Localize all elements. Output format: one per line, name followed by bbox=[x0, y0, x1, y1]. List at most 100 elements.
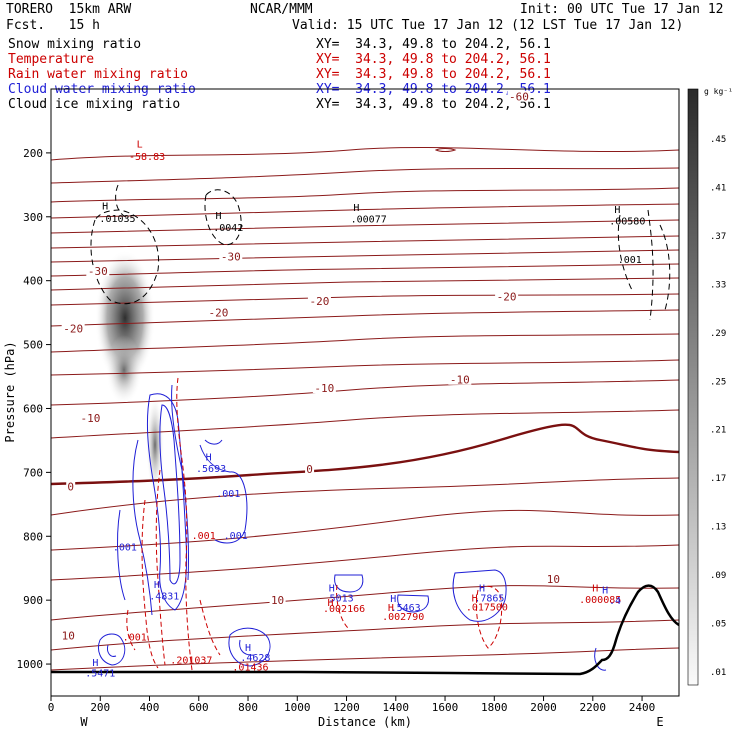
colorbar-label: .29 bbox=[710, 329, 726, 339]
field-annotation: H bbox=[329, 583, 335, 594]
isotherm-label-bg bbox=[66, 480, 76, 492]
x-tick-label-1000: 1000 bbox=[284, 701, 311, 714]
forecast-hour: Fcst. 15 h bbox=[6, 18, 100, 33]
field-annotation: .001 bbox=[216, 489, 240, 500]
field-annotation: H bbox=[206, 452, 212, 463]
x-tick-label-600: 600 bbox=[189, 701, 209, 714]
colorbar-label: .45 bbox=[710, 135, 726, 145]
y-tick-label-300: 300 bbox=[23, 211, 43, 224]
model-name: TORERO 15km ARW bbox=[6, 2, 132, 17]
isotherm-lines bbox=[51, 146, 679, 671]
field-annotation: .4628 bbox=[240, 653, 270, 664]
field-annotation: .00580 bbox=[609, 217, 645, 228]
y-axis-ticks: 200 300 400 500 600 700 800 900 1000 bbox=[17, 147, 51, 671]
x-tick-label-2000: 2000 bbox=[530, 701, 557, 714]
isotherm-label-bg bbox=[495, 290, 519, 302]
colorbar-label: .37 bbox=[710, 232, 726, 242]
x-tick-label-2200: 2200 bbox=[580, 701, 607, 714]
isotherm-label-bg bbox=[507, 90, 531, 102]
cloud-ice-contours bbox=[90, 184, 671, 321]
field-annotation: H bbox=[602, 585, 608, 596]
colorbar-label: .41 bbox=[710, 183, 726, 193]
isotherm-label: -20 bbox=[63, 323, 83, 336]
field-annotation: .000085 bbox=[579, 595, 621, 606]
isotherm-label: 10 bbox=[62, 629, 75, 642]
field-annotation: H bbox=[592, 583, 598, 594]
field-annotations: L-58.83H.01035 H.0042H.00077H.00580.001H.… bbox=[85, 139, 645, 679]
freezing-isotherm bbox=[51, 423, 679, 486]
terrain-line bbox=[51, 584, 679, 676]
isotherm-label: -10 bbox=[314, 382, 334, 395]
isotherm-label-bg bbox=[86, 265, 110, 277]
field-annotation: H bbox=[614, 205, 620, 216]
field-annotation: .5471 bbox=[85, 668, 115, 679]
field-annotation: .7865 bbox=[474, 594, 504, 605]
field-annotation: .001 bbox=[123, 633, 147, 644]
init-time: Init: 00 UTC Tue 17 Jan 12 bbox=[520, 2, 724, 17]
x-tick-label-200: 200 bbox=[90, 701, 110, 714]
isotherm-label-bg bbox=[545, 573, 562, 585]
isotherm-labels: -60 -30 -30 -20 -20 -20 -20 -10 -10 -10 0 0 10 10 10 bbox=[60, 90, 562, 642]
x-tick-label-1400: 1400 bbox=[383, 701, 410, 714]
field-annotation: H bbox=[245, 643, 251, 654]
field-cloud-ice: Cloud ice mixing ratio bbox=[8, 97, 181, 112]
field-annotation: .017500 bbox=[466, 603, 508, 614]
isotherm-label: -10 bbox=[450, 374, 470, 387]
isotherm-label-bg bbox=[312, 382, 336, 394]
field-annotation: .001 bbox=[224, 531, 248, 542]
x-tick-label-800: 800 bbox=[238, 701, 258, 714]
isotherm-label-bg bbox=[269, 594, 286, 606]
field-annotation: .01436 bbox=[232, 663, 268, 674]
field-annotation: L bbox=[137, 139, 143, 150]
isotherm-label-bg bbox=[448, 373, 472, 385]
x-tick-label-1600: 1600 bbox=[432, 701, 459, 714]
isotherm-minus-60 bbox=[434, 148, 457, 152]
colorbar-label: .33 bbox=[710, 280, 726, 290]
y-tick-label-600: 600 bbox=[23, 402, 43, 415]
field-annotation: H bbox=[388, 603, 394, 614]
field-annotation: .5693 bbox=[196, 464, 226, 475]
y-tick-label-800: 800 bbox=[23, 530, 43, 543]
xy-rain: XY= 34.3, 49.8 to 204.2, 56.1 bbox=[316, 67, 551, 82]
isotherm-label: 10 bbox=[271, 594, 284, 607]
cloud-water-contours bbox=[98, 384, 607, 671]
field-annotation: .01035 bbox=[99, 214, 135, 225]
isotherm-label-bg bbox=[305, 463, 315, 475]
y-tick-label-400: 400 bbox=[23, 275, 43, 288]
isotherm-label: -60 bbox=[509, 91, 529, 104]
colorbar-label: .01 bbox=[710, 668, 726, 678]
field-annotation: H bbox=[215, 211, 221, 222]
xy-temperature: XY= 34.3, 49.8 to 204.2, 56.1 bbox=[316, 52, 551, 67]
field-annotation: 5013 bbox=[330, 594, 354, 605]
xy-snow: XY= 34.3, 49.8 to 204.2, 56.1 bbox=[316, 37, 551, 52]
field-annotation: .4 bbox=[609, 596, 621, 607]
x-axis-label: Distance (km) bbox=[318, 715, 412, 729]
y-tick-label-200: 200 bbox=[23, 147, 43, 160]
colorbar-label: .13 bbox=[710, 523, 726, 533]
field-annotation: H bbox=[390, 594, 396, 605]
plot-frame bbox=[50, 88, 680, 697]
x-tick-label-1800: 1800 bbox=[481, 701, 508, 714]
isotherm-label-bg bbox=[219, 250, 243, 262]
field-annotation: .001 bbox=[192, 531, 216, 542]
field-annotation: H bbox=[472, 594, 478, 605]
colorbar-labels: .45 .41 .37 .33 .29 .25 .21 .17 .13 .09 .05 .01 bbox=[710, 135, 726, 678]
isotherm-label: -20 bbox=[209, 307, 229, 320]
isotherm-label: -10 bbox=[80, 412, 100, 425]
y-tick-label-500: 500 bbox=[23, 339, 43, 352]
colorbar-label: .17 bbox=[710, 474, 726, 484]
east-label: E bbox=[656, 715, 663, 729]
isotherm-label-bg bbox=[61, 322, 85, 334]
colorbar-scale bbox=[687, 88, 699, 686]
colorbar-label: .21 bbox=[710, 426, 726, 436]
x-tick-label-400: 400 bbox=[140, 701, 160, 714]
isotherm-label: -20 bbox=[497, 291, 517, 304]
y-tick-label-1000: 1000 bbox=[17, 658, 44, 671]
isotherm-label: -20 bbox=[310, 295, 330, 308]
field-annotation: .201037 bbox=[170, 656, 212, 667]
colorbar-label: .25 bbox=[710, 377, 726, 387]
x-axis-ticks: 0 200 400 600 800 1000 1200 1400 1600 1800 2000 220… bbox=[48, 696, 655, 714]
field-annotation: H bbox=[102, 201, 108, 212]
y-tick-label-700: 700 bbox=[23, 466, 43, 479]
